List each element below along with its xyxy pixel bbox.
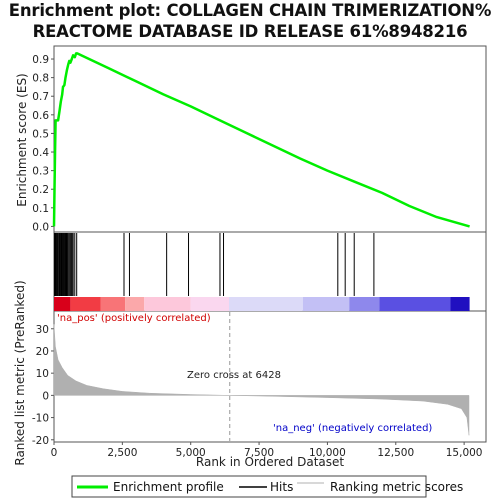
x-tick-label: 12,500 xyxy=(377,447,414,459)
ranking-metric-area xyxy=(53,324,470,436)
metric-y-tick-label: 30 xyxy=(36,324,49,336)
es-y-tick-label: 0.4 xyxy=(32,147,49,159)
legend-label-metric: Ranking metric scores xyxy=(330,480,463,494)
es-y-tick-label: 0.0 xyxy=(32,221,49,233)
pos-correlated-label: 'na_pos' (positively correlated) xyxy=(57,313,211,324)
metric-y-tick-label: 0 xyxy=(42,390,49,402)
legend-label-hits: Hits xyxy=(270,480,293,494)
metric-y-tick-label: 20 xyxy=(36,346,49,358)
es-y-tick-label: 0.8 xyxy=(32,73,49,85)
chart-title-line-1: Enrichment plot: COLLAGEN CHAIN TRIMERIZ… xyxy=(8,1,492,20)
gradient-segment xyxy=(144,297,191,311)
gradient-segment xyxy=(228,297,303,311)
x-tick-label: 7,500 xyxy=(244,447,274,459)
x-tick-label: 5,000 xyxy=(176,447,206,459)
es-y-tick-label: 0.1 xyxy=(32,203,49,215)
es-y-tick-label: 0.3 xyxy=(32,166,49,178)
hits-panel xyxy=(54,233,375,296)
x-axis-label: Rank in Ordered Dataset xyxy=(196,455,344,469)
gradient-segment xyxy=(349,297,380,311)
gradient-segment xyxy=(54,297,71,311)
x-tick-label: 2,500 xyxy=(107,447,137,459)
chart-title-line-2: REACTOME DATABASE ID RELEASE 61%8948216 xyxy=(32,22,468,41)
zero-cross-label: Zero cross at 6428 xyxy=(187,370,281,381)
es-y-tick-label: 0.6 xyxy=(32,110,49,122)
x-tick-label: 15,000 xyxy=(446,447,483,459)
metric-y-tick-label: -20 xyxy=(32,435,49,447)
gradient-bar xyxy=(54,297,470,311)
es-y-tick-label: 0.7 xyxy=(32,91,49,103)
gradient-segment xyxy=(190,297,229,311)
gradient-segment xyxy=(125,297,145,311)
x-tick-label: 0 xyxy=(51,447,58,459)
es-y-tick-label: 0.5 xyxy=(32,128,49,140)
legend: Enrichment profile Hits Ranking metric s… xyxy=(71,475,463,498)
es-panel: 0.0 0.1 0.2 0.3 0.4 0.5 0.6 0.7 0.8 0.9 xyxy=(32,52,470,233)
metric-axis-label: Ranked list metric (PreRanked) xyxy=(13,280,27,465)
metric-panel: -20 -10 0 10 20 30 xyxy=(32,312,470,447)
gradient-segment xyxy=(70,297,101,311)
enrichment-profile-line xyxy=(52,52,470,228)
legend-label-enrichment: Enrichment profile xyxy=(113,480,224,494)
es-y-tick-label: 0.2 xyxy=(32,184,49,196)
metric-y-tick-label: -10 xyxy=(32,413,49,425)
x-tick-label: 10,000 xyxy=(309,447,346,459)
gradient-segment xyxy=(100,297,126,311)
metric-y-tick-label: 10 xyxy=(36,368,49,380)
chart-title: Enrichment plot: COLLAGEN CHAIN TRIMERIZ… xyxy=(0,0,500,42)
es-axis-label: Enrichment score (ES) xyxy=(15,73,29,206)
gradient-segment xyxy=(450,297,470,311)
gradient-segment xyxy=(379,297,451,311)
metric-panel-frame xyxy=(53,310,487,443)
neg-correlated-label: 'na_neg' (negatively correlated) xyxy=(273,423,432,434)
x-axis: 0 2,500 5,000 7,500 10,000 12,500 15,000 xyxy=(51,442,483,459)
es-y-tick-label: 0.9 xyxy=(32,54,49,66)
gradient-segment xyxy=(302,297,350,311)
